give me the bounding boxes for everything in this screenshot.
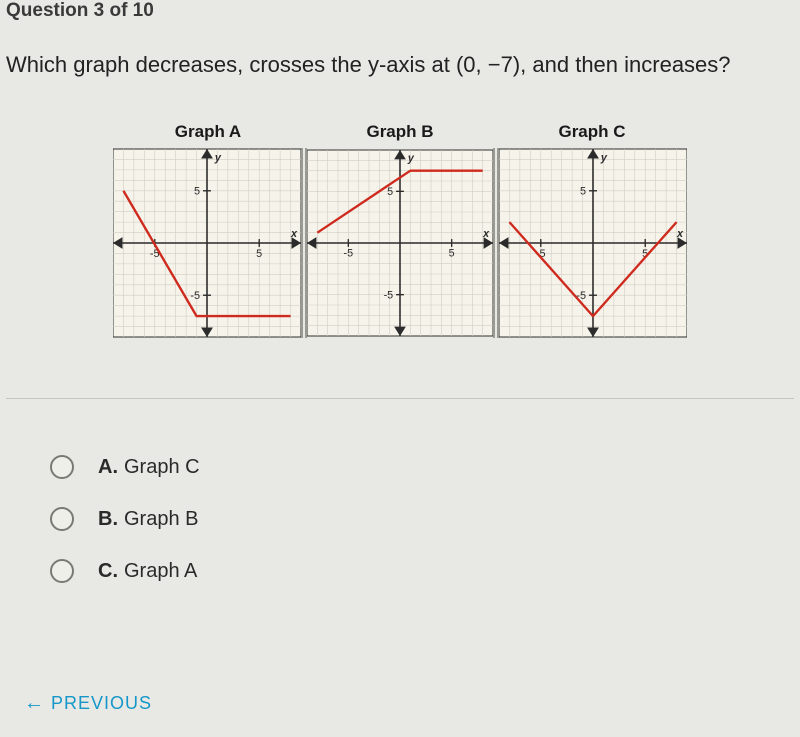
svg-text:-5: -5 bbox=[344, 248, 354, 260]
graph-c-svg: -5-555yx bbox=[499, 148, 687, 338]
graph-a: Graph A -5-555yx bbox=[113, 122, 303, 338]
svg-text:5: 5 bbox=[194, 186, 200, 198]
previous-button[interactable]: ← PREVIOUS bbox=[24, 692, 152, 715]
graph-b-title: Graph B bbox=[366, 122, 433, 142]
question-text: Which graph decreases, crosses the y-axi… bbox=[0, 28, 800, 86]
options-list: A. Graph C B. Graph B C. Graph A bbox=[0, 417, 800, 621]
radio-icon[interactable] bbox=[50, 455, 74, 479]
graph-c-title: Graph C bbox=[558, 122, 625, 142]
svg-text:-5: -5 bbox=[190, 290, 200, 302]
graph-a-svg: -5-555yx bbox=[113, 148, 301, 338]
radio-icon[interactable] bbox=[50, 507, 74, 531]
option-a[interactable]: A. Graph C bbox=[50, 455, 790, 479]
option-a-letter: A. bbox=[98, 456, 118, 479]
svg-text:y: y bbox=[600, 152, 608, 164]
previous-label: PREVIOUS bbox=[51, 693, 152, 714]
graph-b-box: -5 -5 5 5 y x bbox=[305, 148, 495, 338]
graphs-row: Graph A -5 -5 5 5 y x Graph B -5 -5 5 5 y x Graph … bbox=[0, 122, 800, 338]
divider bbox=[6, 398, 794, 399]
svg-text:5: 5 bbox=[387, 186, 393, 198]
graph-c-box: -5-555yx bbox=[497, 148, 687, 338]
svg-text:y: y bbox=[214, 152, 222, 164]
svg-text:5: 5 bbox=[256, 248, 262, 260]
option-c-letter: C. bbox=[98, 560, 118, 583]
option-b[interactable]: B. Graph B bbox=[50, 507, 790, 531]
radio-icon[interactable] bbox=[50, 559, 74, 583]
question-counter: Question 3 of 10 bbox=[0, 0, 800, 28]
svg-text:x: x bbox=[676, 228, 684, 240]
option-c-text: Graph A bbox=[124, 560, 197, 583]
graph-a-title: Graph A bbox=[175, 122, 241, 142]
svg-text:5: 5 bbox=[580, 186, 586, 198]
graph-c: Graph C -5-555yx bbox=[497, 122, 687, 338]
option-b-letter: B. bbox=[98, 508, 118, 531]
svg-text:x: x bbox=[290, 228, 298, 240]
option-a-text: Graph C bbox=[124, 456, 200, 479]
svg-text:-5: -5 bbox=[384, 290, 394, 302]
svg-text:x: x bbox=[482, 228, 490, 240]
svg-text:y: y bbox=[407, 153, 415, 165]
graph-b-svg: -5 -5 5 5 y x bbox=[307, 148, 493, 338]
svg-text:5: 5 bbox=[449, 248, 455, 260]
option-b-text: Graph B bbox=[124, 508, 198, 531]
graph-a-box: -5-555yx bbox=[113, 148, 303, 338]
arrow-left-icon: ← bbox=[24, 692, 45, 715]
option-c[interactable]: C. Graph A bbox=[50, 559, 790, 583]
graph-b: Graph B -5 -5 5 5 y x bbox=[305, 122, 495, 338]
